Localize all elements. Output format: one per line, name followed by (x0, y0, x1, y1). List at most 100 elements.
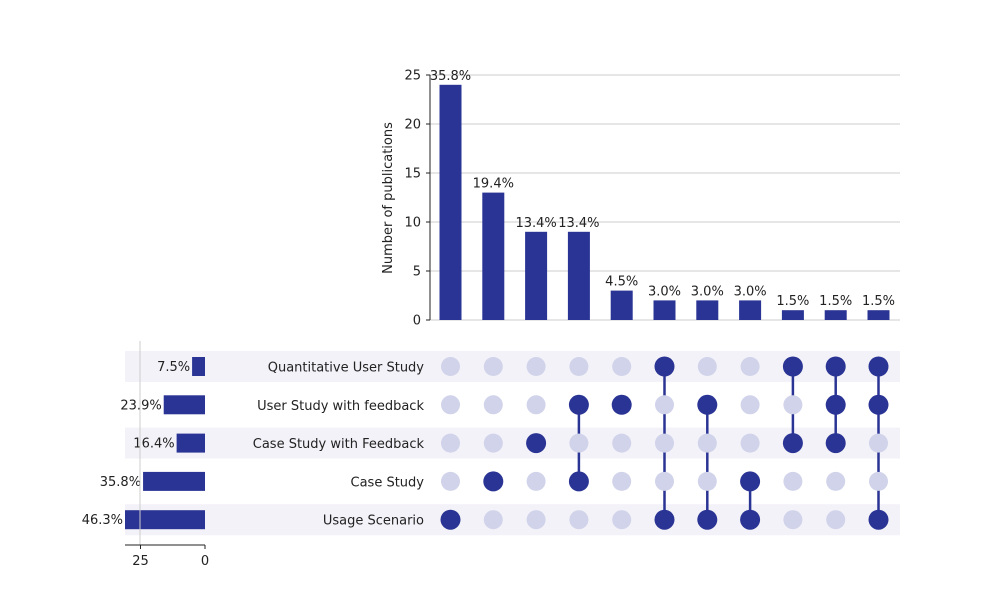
dot-active (654, 509, 675, 530)
bar-value-label: 1.5% (819, 294, 852, 309)
intersection-bar (781, 310, 804, 320)
dot-inactive (483, 395, 503, 415)
dot-inactive (441, 357, 460, 376)
dot-inactive (441, 433, 460, 453)
set-size-label: 16.4% (133, 437, 174, 452)
dot-active (697, 509, 718, 530)
dot-inactive (826, 510, 846, 530)
set-size-labels: 7.5% 23.9% 16.4% 35.8% 46.3% (82, 360, 190, 528)
dot-inactive (869, 433, 888, 453)
dot-inactive (783, 395, 803, 415)
y-tick-label: 5 (413, 265, 421, 280)
set-size-label: 46.3% (82, 513, 123, 528)
dot-active (825, 394, 846, 415)
dot-inactive (569, 433, 589, 453)
set-size-bars (125, 357, 205, 530)
dot-inactive (483, 433, 503, 453)
set-name: User Study with feedback (257, 399, 424, 414)
dot-active (568, 471, 589, 492)
intersection-bar (567, 231, 590, 320)
x-tick-label: 0 (201, 554, 209, 569)
dot-active (782, 356, 803, 377)
dot-inactive (612, 510, 632, 530)
set-size-label: 23.9% (120, 398, 161, 413)
dot-active (825, 356, 846, 377)
dot-active (526, 433, 547, 454)
intersection-bar-labels: 35.8% 19.4% 13.4% 13.4% 4.5% 3.0% 3.0% 3.0% 1.5%… (430, 69, 895, 309)
dot-inactive (869, 471, 888, 491)
x-tick-label: 25 (132, 554, 149, 569)
dot-inactive (612, 433, 632, 453)
matrix-row-stripes (125, 351, 900, 536)
set-size-bar (125, 510, 205, 530)
bar-value-label: 1.5% (862, 294, 895, 309)
dot-inactive (740, 433, 760, 453)
dot-active (483, 471, 504, 492)
set-size-bar (143, 471, 205, 491)
y-tick-label: 0 (413, 314, 421, 329)
dot-inactive (740, 395, 760, 415)
bar-value-label: 3.0% (734, 284, 767, 299)
dot-inactive (655, 433, 674, 453)
bar-value-label: 35.8% (430, 69, 471, 84)
dot-inactive (697, 433, 717, 453)
bar-value-label: 13.4% (558, 216, 599, 231)
membership-dots (440, 356, 889, 530)
intersection-bar (525, 231, 548, 320)
dot-inactive (569, 510, 589, 530)
dot-inactive (697, 357, 717, 376)
intersection-y-axis: 0 5 10 15 20 25 (404, 69, 431, 329)
bar-value-label: 19.4% (473, 177, 514, 192)
dot-inactive (783, 510, 803, 530)
intersection-bar (824, 310, 847, 320)
row-stripe (125, 351, 900, 382)
set-size-x-axis: 25 0 (125, 341, 209, 569)
dot-inactive (569, 357, 589, 376)
dot-inactive (441, 471, 460, 491)
intersection-bar (482, 192, 505, 320)
dot-inactive (697, 471, 717, 491)
set-size-bar (163, 395, 205, 415)
dot-inactive (612, 471, 632, 491)
intersection-bar (696, 300, 719, 320)
bar-value-label: 1.5% (776, 294, 809, 309)
dot-active (440, 509, 461, 530)
set-name: Case Study with Feedback (253, 437, 425, 452)
dot-active (654, 356, 675, 377)
dot-active (868, 394, 889, 415)
bar-value-label: 4.5% (605, 275, 638, 290)
y-tick-label: 15 (404, 167, 421, 182)
dot-inactive (783, 471, 803, 491)
dot-inactive (526, 471, 546, 491)
row-stripe (125, 504, 900, 536)
set-name: Quantitative User Study (268, 361, 425, 376)
set-name-labels: Quantitative User Study User Study with f… (253, 361, 425, 529)
dot-active (697, 394, 718, 415)
dot-inactive (655, 395, 674, 415)
dot-active (740, 471, 761, 492)
dot-inactive (526, 357, 546, 376)
dot-active (568, 394, 589, 415)
intersection-bar (653, 300, 676, 320)
dot-inactive (526, 395, 546, 415)
dot-inactive (441, 395, 460, 415)
dot-inactive (740, 357, 760, 376)
dot-inactive (483, 510, 503, 530)
bar-value-label: 3.0% (691, 284, 724, 299)
dot-active (740, 509, 761, 530)
bar-value-label: 13.4% (515, 216, 556, 231)
bar-value-label: 3.0% (648, 284, 681, 299)
y-tick-label: 10 (404, 216, 421, 231)
set-size-bar (192, 357, 205, 376)
intersection-bar (610, 290, 633, 320)
intersection-bar (739, 300, 762, 320)
intersection-gridlines (430, 74, 900, 321)
row-stripe (125, 427, 900, 459)
set-size-label: 35.8% (100, 475, 141, 490)
dot-active (868, 509, 889, 530)
dot-inactive (655, 471, 674, 491)
dot-inactive (483, 357, 503, 376)
dot-active (825, 433, 846, 454)
y-axis-label: Number of publications (381, 122, 396, 274)
